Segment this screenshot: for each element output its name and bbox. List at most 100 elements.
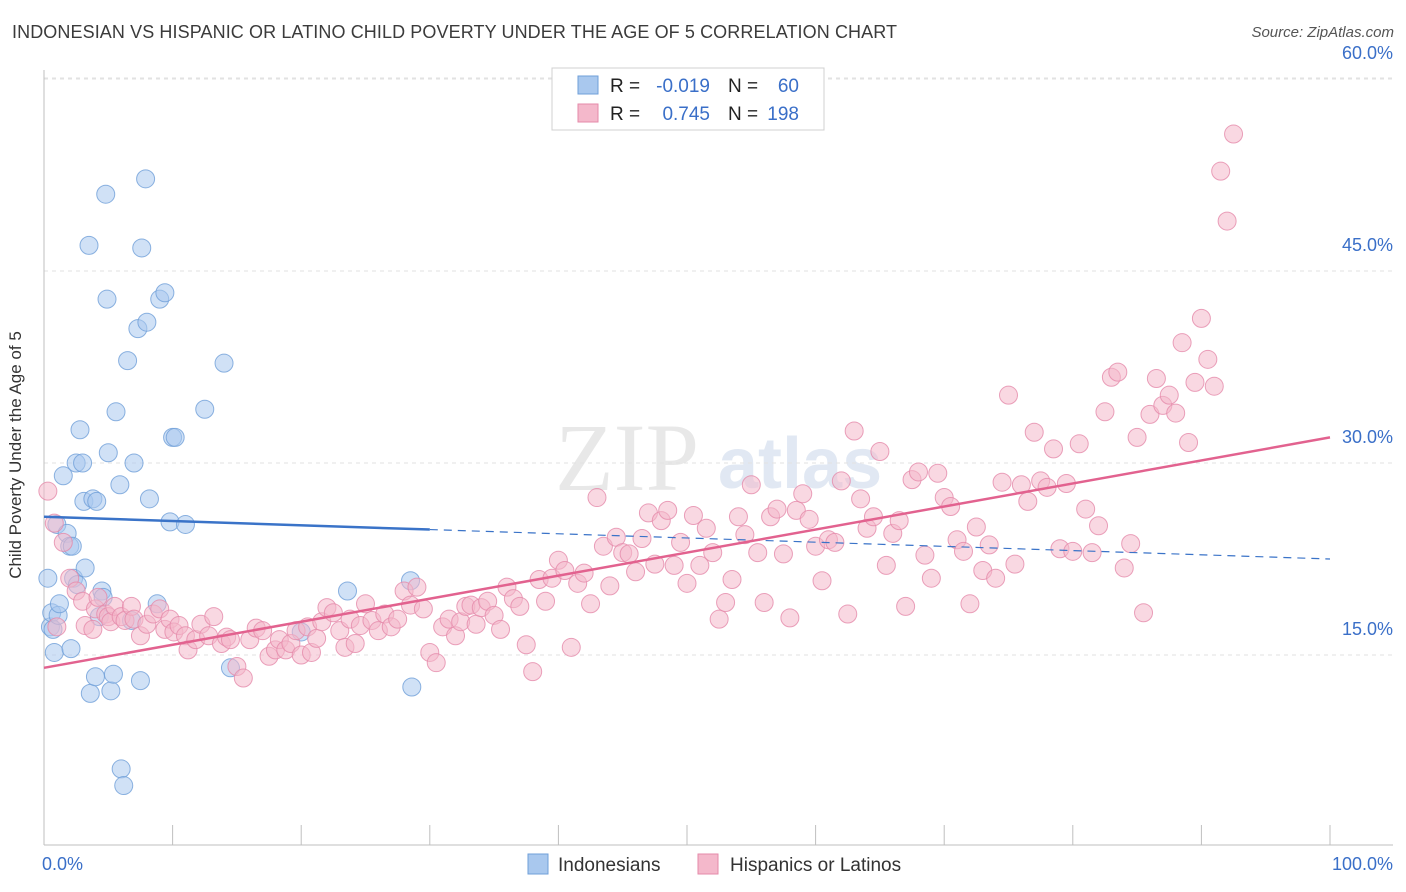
data-point xyxy=(626,562,646,582)
y-axis-label: Child Poverty Under the Age of 5 xyxy=(6,331,25,579)
hispanic-trend-line xyxy=(43,436,1331,670)
data-point xyxy=(677,573,697,593)
data-point xyxy=(44,513,64,533)
data-point xyxy=(214,353,234,373)
bottom-legend-label-hispanics: Hispanics or Latinos xyxy=(730,855,901,876)
data-point xyxy=(103,664,123,684)
data-point xyxy=(908,462,928,482)
data-point xyxy=(96,184,116,204)
data-point xyxy=(1108,362,1128,382)
data-point xyxy=(658,500,678,520)
data-point xyxy=(587,488,607,508)
legend-swatch-indonesians xyxy=(577,75,599,95)
data-point xyxy=(632,529,652,549)
data-point xyxy=(773,544,793,564)
data-point xyxy=(49,594,69,614)
data-point xyxy=(780,608,800,628)
data-point xyxy=(124,453,144,473)
data-point xyxy=(233,668,253,688)
legend-swatch-hispanics xyxy=(577,103,599,123)
data-point xyxy=(1044,439,1064,459)
data-point xyxy=(1076,499,1096,519)
data-point xyxy=(748,543,768,563)
bottom-legend-swatch-indonesians xyxy=(527,853,549,875)
data-point xyxy=(97,289,117,309)
data-point xyxy=(106,402,126,422)
data-point xyxy=(53,532,73,552)
data-point xyxy=(600,576,620,596)
data-point xyxy=(1224,124,1244,144)
data-point xyxy=(844,421,864,441)
source-label: Source: ZipAtlas.com xyxy=(1251,24,1394,41)
data-point xyxy=(132,238,152,258)
data-point xyxy=(831,471,851,491)
data-point xyxy=(110,475,130,495)
data-point xyxy=(337,581,357,601)
data-point xyxy=(921,568,941,588)
data-point xyxy=(1211,161,1231,181)
y-tick-label: 30.0% xyxy=(1342,427,1393,447)
data-point xyxy=(561,637,581,657)
data-point xyxy=(999,385,1018,405)
data-point xyxy=(1146,369,1166,389)
data-point xyxy=(516,635,536,655)
data-point xyxy=(716,593,736,613)
data-point xyxy=(137,312,157,332)
data-point xyxy=(466,614,486,634)
indonesian-points xyxy=(38,169,422,796)
data-point xyxy=(139,489,159,509)
data-point xyxy=(1024,422,1044,442)
data-point xyxy=(175,514,195,534)
data-point xyxy=(80,683,100,703)
data-point xyxy=(1198,349,1218,369)
data-point xyxy=(388,609,408,629)
data-point xyxy=(722,569,742,589)
data-point xyxy=(87,491,107,511)
data-point xyxy=(581,594,601,614)
data-point xyxy=(979,535,999,555)
axes: 15.0% 30.0% 45.0% 60.0% xyxy=(43,43,1393,846)
x-tick-label-left: 0.0% xyxy=(42,854,83,874)
data-point xyxy=(960,594,980,614)
data-point xyxy=(709,609,729,629)
data-point xyxy=(195,399,215,419)
data-point xyxy=(204,607,224,627)
data-point xyxy=(38,568,58,588)
data-point xyxy=(1204,376,1224,396)
data-point xyxy=(1191,308,1211,328)
data-point xyxy=(88,587,108,607)
legend-r-label-2: R = xyxy=(610,104,640,125)
data-point xyxy=(1179,433,1199,453)
data-point xyxy=(307,628,327,648)
data-point xyxy=(98,443,118,463)
data-point xyxy=(44,642,64,662)
data-point xyxy=(523,662,543,682)
bottom-legend-label-indonesians: Indonesians xyxy=(558,855,660,876)
data-point xyxy=(118,351,138,371)
data-point xyxy=(1185,372,1205,392)
data-point xyxy=(992,472,1012,492)
data-point xyxy=(1166,403,1186,423)
hispanic-points xyxy=(38,124,1244,688)
data-point xyxy=(986,568,1006,588)
data-point xyxy=(953,541,973,561)
data-point xyxy=(1217,211,1237,231)
data-point xyxy=(111,759,131,779)
legend-n-value-2: 198 xyxy=(767,104,799,125)
trend-lines xyxy=(43,436,1331,670)
data-point xyxy=(1114,558,1134,578)
data-point xyxy=(85,667,105,687)
y-tick-label: 45.0% xyxy=(1342,235,1393,255)
legend-r-value-2: 0.745 xyxy=(662,104,710,125)
data-point xyxy=(671,532,691,552)
data-point xyxy=(741,475,761,495)
data-point xyxy=(114,776,134,796)
data-point xyxy=(1018,491,1038,511)
grid-lines xyxy=(44,77,1393,656)
data-point xyxy=(690,555,710,575)
data-point xyxy=(75,558,95,578)
data-point xyxy=(1089,516,1109,536)
legend-r-value-1: -0.019 xyxy=(656,76,710,97)
y-tick-label: 60.0% xyxy=(1342,43,1393,63)
